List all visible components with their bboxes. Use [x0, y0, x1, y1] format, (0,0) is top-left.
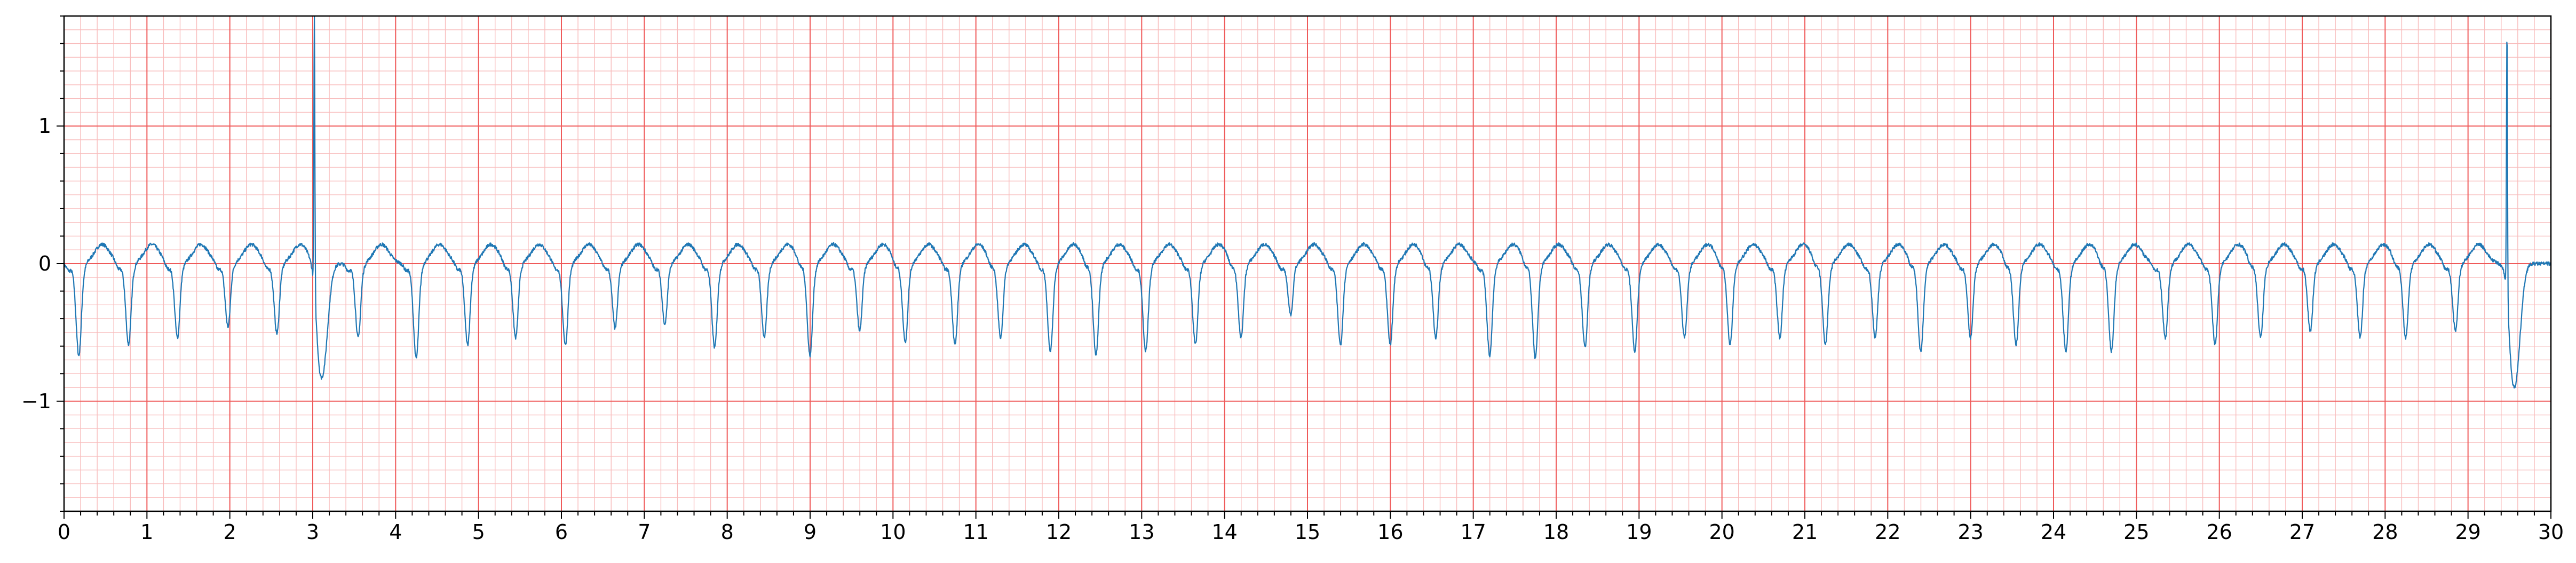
- x-tick-label: 2: [224, 520, 236, 544]
- x-tick-label: 1: [140, 520, 153, 544]
- x-tick-label: 6: [555, 520, 568, 544]
- x-tick-label: 4: [389, 520, 402, 544]
- ecg-trace-line: [63, 16, 2551, 388]
- x-tick-label: 29: [2455, 520, 2480, 544]
- x-tick-label: 23: [1957, 520, 1983, 544]
- x-tick-label: 24: [2041, 520, 2066, 544]
- x-tick-label: 19: [1626, 520, 1652, 544]
- x-tick-label: 26: [2206, 520, 2232, 544]
- x-tick-label: 11: [963, 520, 988, 544]
- x-tick-label: 13: [1129, 520, 1154, 544]
- x-tick-label: 28: [2372, 520, 2398, 544]
- x-tick-label: 8: [721, 520, 734, 544]
- x-tick-label: 30: [2538, 520, 2564, 544]
- x-tick-label: 12: [1046, 520, 1072, 544]
- x-tick-label: 17: [1460, 520, 1486, 544]
- x-tick-label: 5: [472, 520, 485, 544]
- y-tick-label: −1: [21, 390, 51, 413]
- x-tick-label: 16: [1377, 520, 1403, 544]
- y-tick-label: 0: [38, 252, 51, 275]
- x-tick-label: 18: [1543, 520, 1569, 544]
- x-tick-label: 20: [1709, 520, 1734, 544]
- x-tick-label: 9: [804, 520, 817, 544]
- x-tick-label: 7: [638, 520, 651, 544]
- y-axis: −1 0 1: [21, 15, 64, 512]
- x-tick-label: 15: [1295, 520, 1320, 544]
- x-axis: 0 1 2 3 4 5 6 7 8 9 10 11 12 13 14 15 16 17 18 19 20 21 22 23 24…: [58, 511, 2564, 544]
- x-tick-label: 27: [2289, 520, 2315, 544]
- x-tick-label: 25: [2123, 520, 2149, 544]
- x-tick-label: 0: [58, 520, 70, 544]
- major-grid: [64, 16, 2551, 511]
- x-tick-label: 10: [880, 520, 906, 544]
- x-tick-label: 3: [306, 520, 319, 544]
- x-tick-label: 14: [1211, 520, 1237, 544]
- x-tick-label: 22: [1875, 520, 1900, 544]
- y-tick-label: 1: [38, 114, 51, 138]
- x-tick-label: 21: [1792, 520, 1818, 544]
